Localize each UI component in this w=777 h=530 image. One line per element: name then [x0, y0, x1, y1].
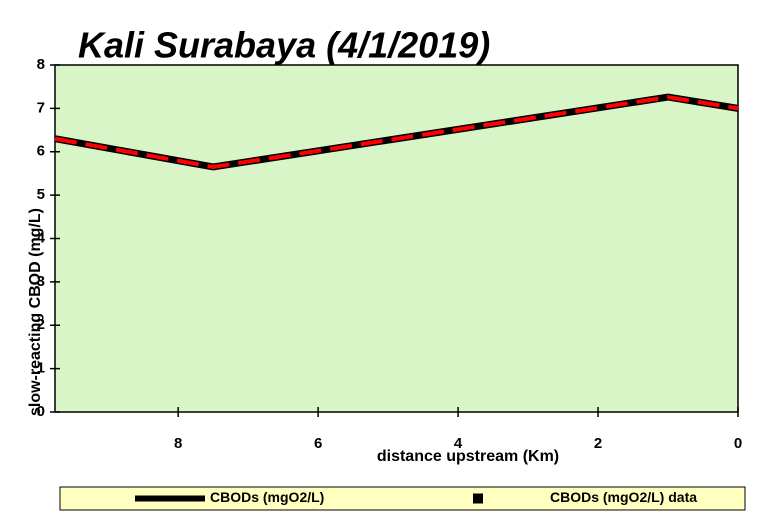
x-tick-label: 0 [734, 435, 742, 452]
x-tick-label: 2 [594, 435, 602, 452]
y-tick-label: 2 [37, 316, 45, 333]
x-tick-label: 6 [314, 435, 322, 452]
y-tick-label: 7 [37, 99, 45, 116]
plot-area [54, 64, 739, 413]
chart-title: Kali Surabaya (4/1/2019) [78, 25, 490, 66]
y-tick-label: 1 [37, 360, 45, 377]
x-tick-label: 8 [174, 435, 182, 452]
y-tick-label: 3 [37, 273, 45, 290]
y-tick-label: 6 [37, 143, 45, 160]
y-tick-label: 4 [37, 229, 46, 246]
x-axis-label: distance upstream (Km) [377, 448, 559, 465]
y-tick-label: 0 [37, 403, 45, 420]
y-tick-label: 8 [37, 56, 45, 73]
legend [59, 486, 746, 511]
y-axis-label: slow-reacting CBOD (mg/L) [27, 208, 44, 416]
legend-marker [473, 493, 483, 504]
legend-label: CBODs (mgO2/L) [210, 489, 324, 505]
series-line-dash [54, 95, 739, 169]
y-tick-label: 5 [37, 186, 45, 203]
legend-label: CBODs (mgO2/L) data [550, 489, 697, 505]
x-tick-label: 4 [454, 435, 463, 452]
